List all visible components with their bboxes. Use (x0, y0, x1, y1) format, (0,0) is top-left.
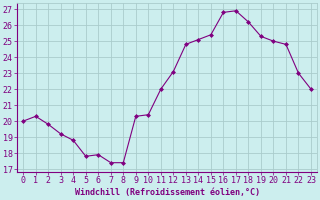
X-axis label: Windchill (Refroidissement éolien,°C): Windchill (Refroidissement éolien,°C) (75, 188, 260, 197)
